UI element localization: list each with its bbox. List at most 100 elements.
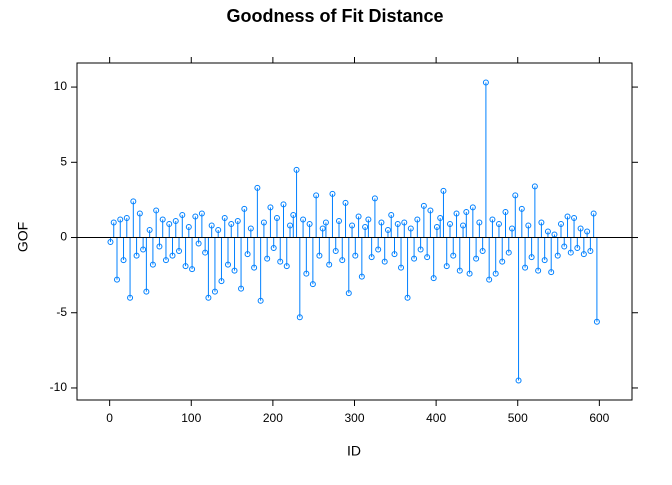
point xyxy=(290,211,297,218)
point xyxy=(473,255,480,262)
point xyxy=(561,243,568,250)
point xyxy=(509,225,516,232)
point xyxy=(322,219,329,226)
point xyxy=(574,245,581,252)
point xyxy=(365,216,372,223)
point xyxy=(368,254,375,261)
point xyxy=(287,222,294,229)
point xyxy=(551,231,558,238)
point xyxy=(283,263,290,270)
point xyxy=(482,79,489,86)
point xyxy=(176,248,183,255)
point xyxy=(469,204,476,211)
point xyxy=(182,263,189,270)
point xyxy=(446,220,453,227)
point xyxy=(525,222,532,229)
point xyxy=(433,223,440,230)
point xyxy=(303,270,310,277)
point xyxy=(538,219,545,226)
point xyxy=(202,249,209,256)
point xyxy=(172,217,179,224)
point xyxy=(512,192,519,199)
point xyxy=(463,208,470,215)
point xyxy=(414,216,421,223)
point xyxy=(156,243,163,250)
point xyxy=(260,219,267,226)
point xyxy=(407,225,414,232)
point xyxy=(378,219,385,226)
point xyxy=(153,207,160,214)
point xyxy=(146,226,153,233)
x-tick-label: 0 xyxy=(106,411,113,425)
point xyxy=(358,273,365,280)
point xyxy=(110,219,117,226)
point xyxy=(332,248,339,255)
point xyxy=(306,220,313,227)
y-tick-label: -10 xyxy=(50,380,68,394)
point xyxy=(136,210,143,217)
point xyxy=(394,220,401,227)
point xyxy=(371,195,378,202)
point xyxy=(195,240,202,247)
point xyxy=(567,249,574,256)
point xyxy=(293,166,300,173)
point xyxy=(309,281,316,288)
point xyxy=(179,211,186,218)
point xyxy=(411,255,418,262)
point xyxy=(228,220,235,227)
point xyxy=(113,276,120,283)
point xyxy=(211,288,218,295)
point xyxy=(430,275,437,282)
x-tick-label: 500 xyxy=(508,411,528,425)
point xyxy=(244,251,251,258)
point xyxy=(166,220,173,227)
point xyxy=(198,210,205,217)
point xyxy=(251,264,258,271)
point xyxy=(205,294,212,301)
point xyxy=(460,222,467,229)
point xyxy=(355,213,362,220)
point xyxy=(495,220,502,227)
plot-frame xyxy=(76,62,633,401)
point xyxy=(117,216,124,223)
point xyxy=(189,266,196,273)
point xyxy=(479,248,486,255)
point xyxy=(531,183,538,190)
point xyxy=(120,257,127,264)
point xyxy=(593,318,600,325)
x-tick-label: 400 xyxy=(426,411,446,425)
point xyxy=(548,269,555,276)
point xyxy=(159,216,166,223)
point xyxy=(522,264,529,271)
point xyxy=(453,210,460,217)
point xyxy=(143,288,150,295)
point xyxy=(313,192,320,199)
y-tick-label: 5 xyxy=(60,154,67,168)
point xyxy=(554,252,561,259)
point xyxy=(401,219,408,226)
point xyxy=(140,246,147,253)
point xyxy=(208,222,215,229)
point xyxy=(398,264,405,271)
point xyxy=(544,228,551,235)
point xyxy=(388,211,395,218)
point xyxy=(130,198,137,205)
x-axis-label: ID xyxy=(347,443,361,459)
point xyxy=(437,214,444,221)
point xyxy=(339,257,346,264)
x-tick-label: 200 xyxy=(263,411,283,425)
point xyxy=(404,294,411,301)
point xyxy=(267,204,274,211)
x-tick-label: 300 xyxy=(344,411,364,425)
point xyxy=(584,228,591,235)
point xyxy=(557,220,564,227)
point xyxy=(518,205,525,212)
point xyxy=(362,223,369,230)
point xyxy=(489,216,496,223)
point xyxy=(381,258,388,265)
point xyxy=(564,213,571,220)
point xyxy=(300,216,307,223)
point xyxy=(264,255,271,262)
x-tick-label: 600 xyxy=(589,411,609,425)
